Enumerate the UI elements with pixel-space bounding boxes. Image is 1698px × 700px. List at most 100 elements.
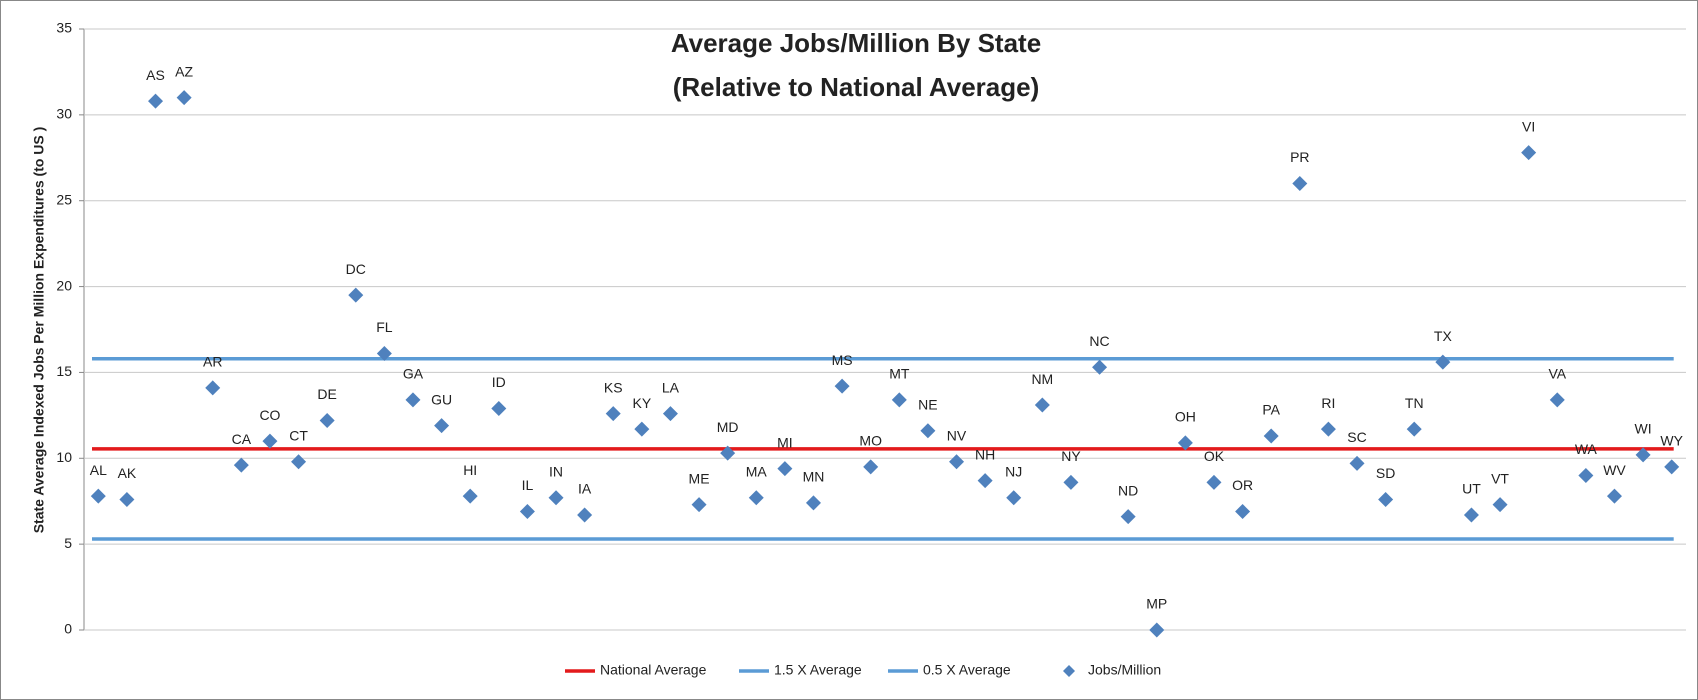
data-label: FL [376, 319, 393, 335]
marker [1435, 354, 1451, 370]
data-label: WV [1603, 462, 1626, 478]
data-label: CA [232, 431, 252, 447]
legend-swatch [1063, 665, 1075, 677]
chart-title: Average Jobs/Million By State [671, 28, 1041, 58]
data-label: IN [549, 463, 563, 479]
data-label: TN [1405, 395, 1424, 411]
data-label: NH [975, 446, 995, 462]
data-label: KS [604, 379, 623, 395]
data-label: WA [1575, 441, 1598, 457]
data-label: LA [662, 379, 680, 395]
data-label: MA [746, 463, 768, 479]
data-label: NC [1089, 333, 1109, 349]
y-tick-label: 25 [56, 191, 72, 207]
marker [691, 497, 707, 513]
marker [1206, 474, 1222, 490]
data-label: KY [632, 395, 651, 411]
data-label: OK [1204, 448, 1225, 464]
marker [1378, 491, 1394, 507]
marker [1006, 490, 1022, 506]
marker [863, 459, 879, 475]
data-label: NJ [1005, 463, 1022, 479]
marker [1635, 447, 1651, 463]
marker [376, 346, 392, 362]
marker [1263, 428, 1279, 444]
marker [834, 378, 850, 394]
marker [291, 454, 307, 470]
data-label: MI [777, 434, 793, 450]
y-tick-label: 0 [64, 621, 72, 637]
marker [748, 490, 764, 506]
marker [205, 380, 221, 396]
marker [405, 392, 421, 408]
data-label: AZ [175, 63, 193, 79]
marker [1235, 504, 1251, 520]
data-label: MD [717, 419, 739, 435]
marker [1406, 421, 1422, 437]
data-label: WI [1635, 421, 1652, 437]
data-label: MT [889, 366, 910, 382]
marker [720, 445, 736, 461]
marker [519, 504, 535, 520]
marker [577, 507, 593, 523]
data-label: NY [1061, 448, 1081, 464]
marker [1521, 145, 1537, 161]
data-label: AL [90, 462, 107, 478]
data-label: OR [1232, 477, 1253, 493]
marker [1463, 507, 1479, 523]
data-label: SC [1347, 429, 1366, 445]
marker [891, 392, 907, 408]
y-tick-label: 10 [56, 449, 72, 465]
data-label: IA [578, 481, 592, 497]
data-label: RI [1321, 395, 1335, 411]
y-tick-label: 5 [64, 535, 72, 551]
data-label: HI [463, 462, 477, 478]
data-label: NV [947, 427, 967, 443]
data-label: ID [492, 374, 506, 390]
data-label: GU [431, 391, 452, 407]
data-label: GA [403, 366, 424, 382]
data-label: MO [859, 433, 882, 449]
marker [1092, 359, 1108, 375]
marker [233, 457, 249, 473]
marker [1549, 392, 1565, 408]
data-label: PR [1290, 149, 1309, 165]
marker [1120, 509, 1136, 525]
data-label: DE [317, 386, 336, 402]
marker [1349, 455, 1365, 471]
data-label: TX [1434, 328, 1453, 344]
marker [1578, 467, 1594, 483]
marker [262, 433, 278, 449]
data-label: UT [1462, 481, 1481, 497]
marker [434, 418, 450, 434]
data-label: VA [1548, 366, 1566, 382]
marker [805, 495, 821, 511]
marker [1034, 397, 1050, 413]
data-label: MS [832, 352, 853, 368]
data-label: IL [522, 477, 534, 493]
legend-label: National Average [600, 662, 707, 678]
marker [634, 421, 650, 437]
y-tick-label: 35 [56, 20, 72, 36]
marker [462, 488, 478, 504]
data-label: AR [203, 354, 222, 370]
marker [1292, 176, 1308, 192]
data-label: VI [1522, 118, 1535, 134]
data-label: AS [146, 67, 165, 83]
marker [605, 406, 621, 422]
legend-label: Jobs/Million [1088, 662, 1161, 678]
marker [1149, 622, 1165, 638]
marker [176, 90, 192, 106]
data-label: NM [1031, 371, 1053, 387]
data-label: OH [1175, 409, 1196, 425]
marker [1606, 488, 1622, 504]
data-label: MN [803, 469, 825, 485]
legend-label: 0.5 X Average [923, 662, 1011, 678]
marker [977, 473, 993, 489]
data-label: PA [1262, 402, 1280, 418]
marker [548, 490, 564, 506]
marker [920, 423, 936, 439]
